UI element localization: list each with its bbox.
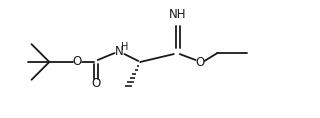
Text: O: O [195, 56, 204, 70]
Text: H: H [121, 42, 128, 52]
Text: NH: NH [169, 8, 187, 21]
Text: O: O [91, 77, 100, 90]
Text: N: N [115, 45, 124, 58]
Text: O: O [72, 55, 82, 68]
